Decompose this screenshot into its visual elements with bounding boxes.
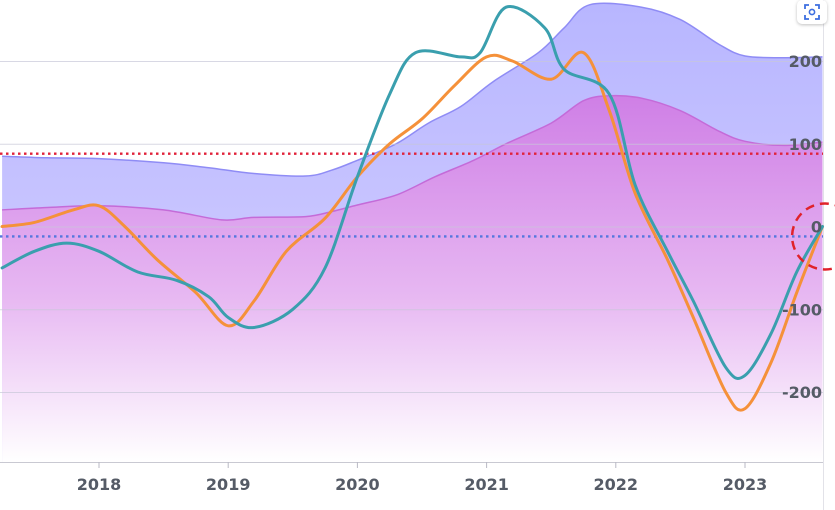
series-lines [0, 5, 824, 412]
scan-button[interactable] [797, 0, 827, 24]
area-series-edge-0 [2, 2, 823, 177]
y-axis-tick-labels: 200 100 0 -100 -200 [782, 52, 822, 402]
area-layer [2, 2, 823, 463]
x-tick-label: 2022 [594, 475, 639, 494]
y-tick-label: -100 [782, 300, 822, 319]
line-series-3 [0, 5, 824, 381]
reference-lines [0, 152, 823, 238]
scan-icon [804, 4, 820, 20]
area-series-1 [2, 95, 823, 462]
area-series-edge-1 [2, 94, 823, 221]
y-tick-label: 0 [811, 218, 822, 237]
line-series-2 [0, 50, 824, 412]
x-tick-label: 2020 [335, 475, 380, 494]
y-tick-label: 200 [789, 52, 822, 71]
y-tick-label: -200 [782, 383, 822, 402]
y-tick-label: 100 [789, 135, 822, 154]
x-tick-label: 2019 [206, 475, 251, 494]
annotation-circle [790, 202, 835, 271]
x-tick-label: 2021 [464, 475, 509, 494]
x-tick-label: 2018 [77, 475, 122, 494]
annotations [790, 202, 835, 271]
x-tick-label: 2023 [723, 475, 768, 494]
x-axis-tick-labels: 2018 2019 2020 2021 2022 2023 [77, 475, 768, 494]
